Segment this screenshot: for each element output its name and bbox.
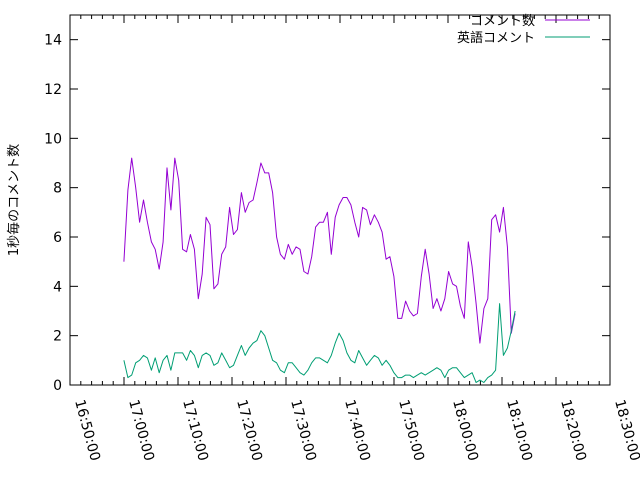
x-tick-label: 17:30:00 <box>287 398 319 463</box>
y-tick-label: 0 <box>53 378 62 394</box>
y-tick-label: 2 <box>53 329 62 345</box>
series-line-2 <box>123 303 516 383</box>
x-tick-label: 17:10:00 <box>179 398 211 463</box>
x-tick-label: 16:50:00 <box>71 398 103 463</box>
x-tick-label: 17:40:00 <box>341 398 373 463</box>
y-tick-label: 12 <box>44 82 62 98</box>
x-tick-label: 18:20:00 <box>557 398 589 463</box>
legend-label: コメント数 <box>470 14 535 29</box>
legend-label: 英語コメント <box>457 30 535 46</box>
x-tick-label: 18:00:00 <box>449 398 481 463</box>
plot-border <box>69 14 611 386</box>
y-tick-label: 4 <box>53 279 62 295</box>
y-tick-label: 10 <box>44 131 62 147</box>
y-tick-label: 8 <box>53 181 62 197</box>
x-tick-label: 17:00:00 <box>125 398 157 463</box>
x-tick-label: 17:50:00 <box>395 398 427 463</box>
x-tick-label: 18:10:00 <box>503 398 535 463</box>
y-tick-label: 14 <box>44 33 62 49</box>
axes: 0 2 4 6 8 10 12 14 16:50:00 17:00:00 17:10:00 17:20… <box>44 14 640 463</box>
plot-area <box>123 157 516 383</box>
x-tick-label: 18:30:00 <box>611 398 640 463</box>
y-tick-label: 6 <box>53 230 62 246</box>
y-axis-title: 1秒毎のコメント数 <box>6 144 22 256</box>
x-tick-label: 17:20:00 <box>233 398 265 463</box>
series-line-1 <box>123 157 516 344</box>
